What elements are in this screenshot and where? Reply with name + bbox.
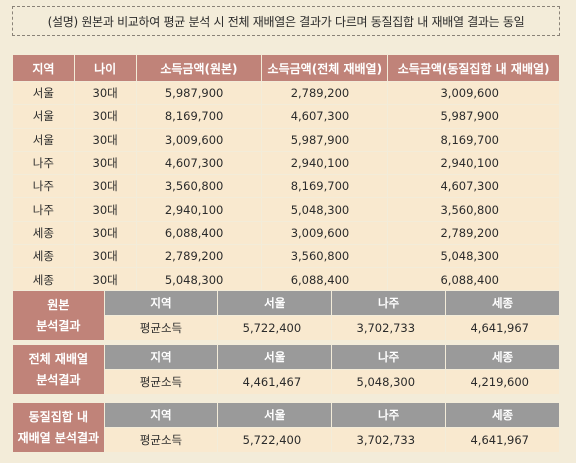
result-value: 4,461,467 xyxy=(217,369,333,395)
result-value: 4,641,967 xyxy=(445,315,560,341)
cell-income-group-shuffle: 2,940,100 xyxy=(387,150,560,176)
result-caption: 동질집합 내 재배열 분석결과 xyxy=(12,402,105,453)
cell-income-original: 4,607,300 xyxy=(135,150,263,176)
table-row: 세종 30대 2,789,200 3,560,800 5,048,300 xyxy=(12,244,560,269)
cell-income-original: 5,048,300 xyxy=(135,267,263,292)
result-header: 나주 xyxy=(331,344,447,370)
cell-income-group-shuffle: 5,048,300 xyxy=(387,244,560,269)
result-header: 세종 xyxy=(445,402,560,428)
result-value: 5,722,400 xyxy=(217,315,333,341)
cell-income-original: 8,169,700 xyxy=(135,104,263,129)
cell-income-full-shuffle: 8,169,700 xyxy=(261,174,389,199)
result-header: 서울 xyxy=(217,402,333,428)
col-income-original: 소득금액(원본) xyxy=(135,54,263,82)
cell-age: 30대 xyxy=(73,104,137,129)
cell-income-original: 3,560,800 xyxy=(135,174,263,199)
cell-income-full-shuffle: 2,940,100 xyxy=(261,150,389,176)
cell-income-original: 3,009,600 xyxy=(135,127,263,152)
cell-income-original: 2,789,200 xyxy=(135,244,263,269)
income-table-header: 지역 나이 소득금액(원본) 소득금액(전체 재배열) 소득금액(동질집합 내 … xyxy=(12,54,560,82)
table-row: 서울 30대 3,009,600 5,987,900 8,169,700 xyxy=(12,127,560,152)
result-header: 나주 xyxy=(331,402,447,428)
result-header: 세종 xyxy=(445,290,560,316)
result-header: 지역 xyxy=(103,290,219,316)
result-value: 5,048,300 xyxy=(331,369,447,395)
cell-income-group-shuffle: 8,169,700 xyxy=(387,127,560,152)
table-row: 나주 30대 4,607,300 2,940,100 2,940,100 xyxy=(12,150,560,176)
cell-income-full-shuffle: 3,560,800 xyxy=(261,244,389,269)
result-original: 원본 분석결과 지역 서울 나주 세종 평균소득 5,722,400 3,702,… xyxy=(12,290,560,341)
result-caption: 전체 재배열 분석결과 xyxy=(12,344,105,395)
result-value: 3,702,733 xyxy=(331,315,447,341)
cell-income-full-shuffle: 4,607,300 xyxy=(261,104,389,129)
cell-region: 서울 xyxy=(12,104,75,129)
col-region: 지역 xyxy=(12,54,75,82)
cell-income-full-shuffle: 2,789,200 xyxy=(261,80,389,106)
table-row: 세종 30대 5,048,300 6,088,400 6,088,400 xyxy=(12,267,560,292)
result-value: 5,722,400 xyxy=(217,427,333,453)
table-row: 서울 30대 8,169,700 4,607,300 5,987,900 xyxy=(12,104,560,129)
cell-age: 30대 xyxy=(73,220,137,246)
result-header: 서울 xyxy=(217,344,333,370)
cell-income-group-shuffle: 5,987,900 xyxy=(387,104,560,129)
cell-region: 나주 xyxy=(12,150,75,176)
explanation-note: (설명) 원본과 비교하여 평균 분석 시 전체 재배열은 결과가 다르며 동질… xyxy=(12,6,560,36)
cell-region: 서울 xyxy=(12,127,75,152)
cell-age: 30대 xyxy=(73,197,137,222)
result-header: 지역 xyxy=(103,344,219,370)
cell-income-original: 6,088,400 xyxy=(135,220,263,246)
cell-age: 30대 xyxy=(73,80,137,106)
col-income-group-shuffle: 소득금액(동질집합 내 재배열) xyxy=(387,54,560,82)
cell-age: 30대 xyxy=(73,174,137,199)
result-value: 3,702,733 xyxy=(331,427,447,453)
result-label: 평균소득 xyxy=(103,427,219,453)
cell-income-group-shuffle: 3,009,600 xyxy=(387,80,560,106)
cell-region: 나주 xyxy=(12,174,75,199)
result-full-shuffle: 전체 재배열 분석결과 지역 서울 나주 세종 평균소득 4,461,467 5,… xyxy=(12,344,560,395)
cell-region: 나주 xyxy=(12,197,75,222)
cell-age: 30대 xyxy=(73,267,137,292)
cell-region: 세종 xyxy=(12,267,75,292)
cell-region: 세종 xyxy=(12,220,75,246)
result-value: 4,219,600 xyxy=(445,369,560,395)
cell-income-full-shuffle: 3,009,600 xyxy=(261,220,389,246)
table-row: 세종 30대 6,088,400 3,009,600 2,789,200 xyxy=(12,220,560,246)
result-group-shuffle: 동질집합 내 재배열 분석결과 지역 서울 나주 세종 평균소득 5,722,40… xyxy=(12,402,560,453)
cell-age: 30대 xyxy=(73,127,137,152)
cell-income-full-shuffle: 5,987,900 xyxy=(261,127,389,152)
cell-income-full-shuffle: 5,048,300 xyxy=(261,197,389,222)
cell-income-group-shuffle: 6,088,400 xyxy=(387,267,560,292)
table-row: 나주 30대 3,560,800 8,169,700 4,607,300 xyxy=(12,174,560,199)
result-label: 평균소득 xyxy=(103,315,219,341)
result-header: 세종 xyxy=(445,344,560,370)
cell-income-group-shuffle: 3,560,800 xyxy=(387,197,560,222)
col-age: 나이 xyxy=(73,54,137,82)
cell-income-full-shuffle: 6,088,400 xyxy=(261,267,389,292)
table-row: 서울 30대 5,987,900 2,789,200 3,009,600 xyxy=(12,80,560,106)
cell-age: 30대 xyxy=(73,244,137,269)
cell-income-original: 2,940,100 xyxy=(135,197,263,222)
cell-income-original: 5,987,900 xyxy=(135,80,263,106)
result-caption: 원본 분석결과 xyxy=(12,290,105,341)
table-row: 나주 30대 2,940,100 5,048,300 3,560,800 xyxy=(12,197,560,222)
result-header: 나주 xyxy=(331,290,447,316)
col-income-full-shuffle: 소득금액(전체 재배열) xyxy=(261,54,389,82)
result-value: 4,641,967 xyxy=(445,427,560,453)
cell-income-group-shuffle: 2,789,200 xyxy=(387,220,560,246)
income-table: 지역 나이 소득금액(원본) 소득금액(전체 재배열) 소득금액(동질집합 내 … xyxy=(12,54,560,292)
result-header: 서울 xyxy=(217,290,333,316)
result-label: 평균소득 xyxy=(103,369,219,395)
cell-income-group-shuffle: 4,607,300 xyxy=(387,174,560,199)
result-header: 지역 xyxy=(103,402,219,428)
cell-region: 세종 xyxy=(12,244,75,269)
cell-region: 서울 xyxy=(12,80,75,106)
cell-age: 30대 xyxy=(73,150,137,176)
